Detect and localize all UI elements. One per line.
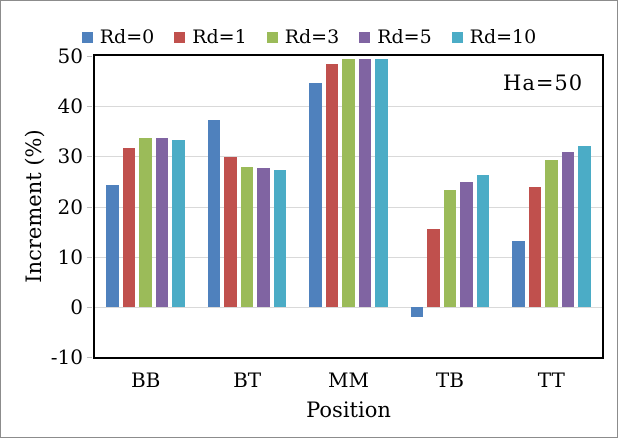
y-tick-mark xyxy=(87,306,92,308)
legend-swatch-icon xyxy=(81,31,93,43)
bar-Rd5-BT xyxy=(257,168,270,307)
bar-Rd0-TB xyxy=(410,306,424,317)
bar-Rd5-BB xyxy=(155,138,169,307)
bar-Rd0-TT xyxy=(512,241,525,307)
bar-Rd5-TT xyxy=(561,152,575,307)
legend-swatch-icon xyxy=(174,31,186,43)
legend-item-2: Rd=3 xyxy=(266,26,340,48)
bar-Rd1-TB xyxy=(427,228,440,307)
legend-item-0: Rd=0 xyxy=(81,26,155,48)
y-tick-mark xyxy=(87,256,92,258)
y-tick-label: 30 xyxy=(57,144,83,169)
legend-label: Rd=5 xyxy=(377,26,432,48)
legend-swatch-icon xyxy=(266,31,278,43)
legend-item-3: Rd=5 xyxy=(359,26,432,48)
bar-Rd5-TB xyxy=(460,182,473,307)
chart-legend: Rd=0 Rd=1 Rd=3 Rd=5 Rd=10 xyxy=(1,27,617,47)
x-tick-label-TT: TT xyxy=(537,368,565,392)
legend-label: Rd=1 xyxy=(192,26,247,48)
y-tick-label: -10 xyxy=(50,345,83,369)
x-axis-title: Position xyxy=(306,398,391,422)
bar-Rd10-BB xyxy=(172,139,185,307)
y-tick-label: 0 xyxy=(70,294,83,319)
y-tick-mark xyxy=(87,56,92,57)
bar-Rd1-BB xyxy=(122,148,136,307)
bar-Rd1-MM xyxy=(325,64,339,307)
y-tick-mark xyxy=(87,206,92,208)
bar-Rd3-TB xyxy=(443,190,457,307)
legend-label: Rd=10 xyxy=(469,26,537,48)
y-tick-label: 20 xyxy=(57,194,83,219)
y-tick-mark xyxy=(87,106,92,108)
y-tick-label: 10 xyxy=(57,244,83,269)
y-tick-mark xyxy=(87,357,92,358)
x-tick-label-TB: TB xyxy=(435,368,464,392)
bar-Rd1-TT xyxy=(528,187,542,307)
bar-Rd10-TB xyxy=(476,175,490,307)
y-tick-label: 40 xyxy=(57,94,83,119)
bar-Rd0-MM xyxy=(309,83,322,307)
bar-Rd10-MM xyxy=(375,58,388,307)
legend-label: Rd=3 xyxy=(284,26,340,48)
bar-Rd1-BT xyxy=(224,156,237,307)
x-tick-label-BB: BB xyxy=(130,368,161,392)
legend-swatch-icon xyxy=(359,31,371,43)
bar-Rd10-TT xyxy=(578,145,591,307)
bar-Rd3-MM xyxy=(342,59,355,307)
bar-Rd10-BT xyxy=(273,170,287,307)
bar-Rd3-BB xyxy=(139,138,152,307)
legend-label: Rd=0 xyxy=(99,26,155,48)
legend-item-1: Rd=1 xyxy=(174,26,247,48)
legend-item-4: Rd=10 xyxy=(451,26,537,48)
legend-swatch-icon xyxy=(451,31,463,43)
bar-Rd0-BT xyxy=(207,119,221,307)
bar-Rd5-MM xyxy=(358,58,372,307)
bar-Rd3-TT xyxy=(545,160,558,307)
y-tick-label: 50 xyxy=(57,44,83,68)
x-tick-label-MM: MM xyxy=(328,368,369,392)
bar-Rd3-BT xyxy=(240,167,254,307)
annotation-ha: Ha=50 xyxy=(503,71,584,95)
gridline xyxy=(95,306,602,308)
x-tick-label-BT: BT xyxy=(233,368,262,392)
y-tick-mark xyxy=(87,156,92,158)
bar-Rd0-BB xyxy=(106,184,119,307)
plot-area xyxy=(93,54,604,359)
